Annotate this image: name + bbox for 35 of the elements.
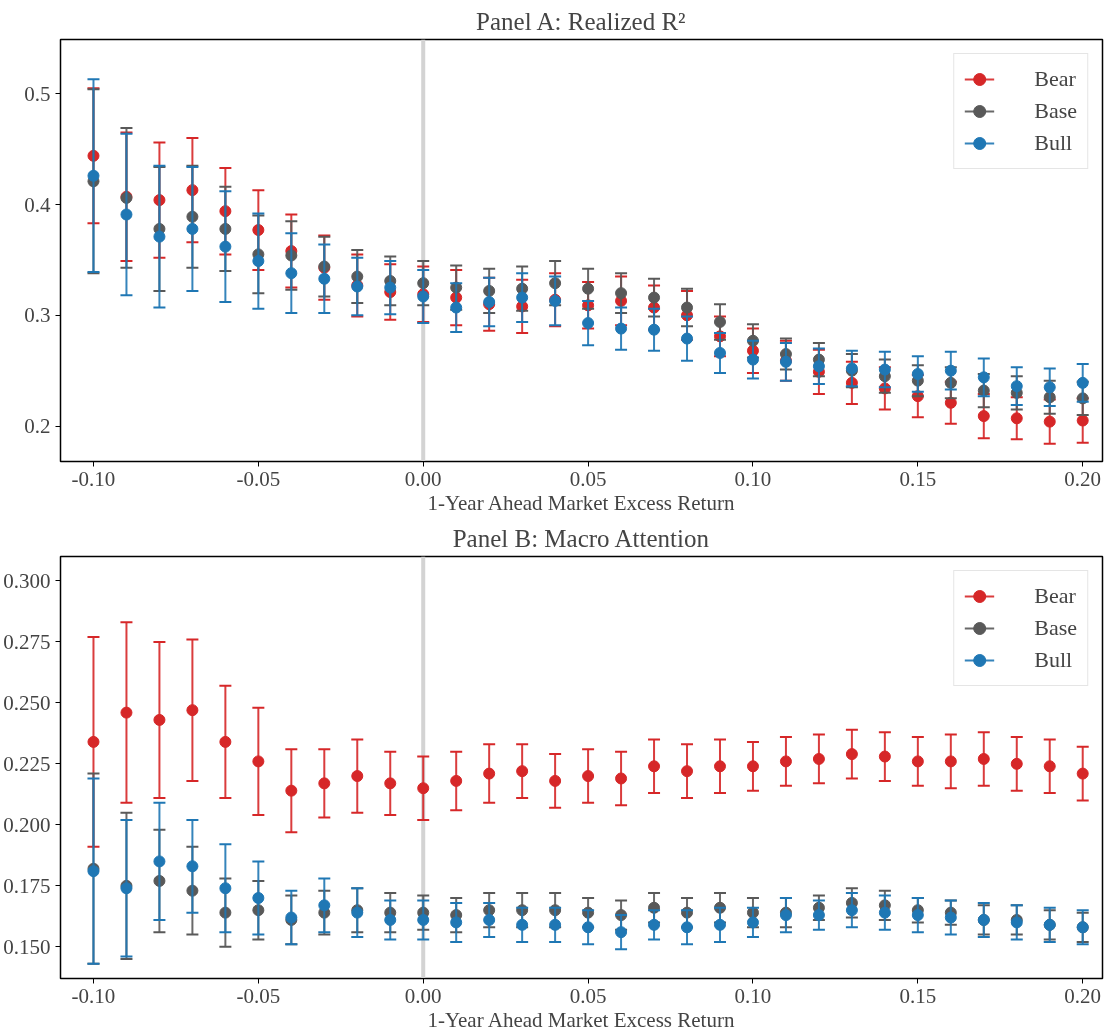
legend-label: Bear [1034,66,1076,92]
x-tick-label: 0.10 [734,466,772,491]
x-tick-label: -0.05 [236,983,281,1008]
legend-label: Base [1034,98,1077,124]
legend-label: Base [1034,615,1077,641]
x-tick-label: -0.10 [71,983,116,1008]
x-tick-label: -0.10 [71,466,116,491]
x-tick-label: 0.00 [404,466,442,491]
x-tick-label: 0.15 [899,983,937,1008]
y-tick-label: 0.300 [3,568,51,593]
y-tick-label: 0.250 [3,690,51,715]
legend-label: Bear [1034,583,1076,609]
chart-title: Panel A: Realized R² [476,7,686,35]
y-tick-label: 0.175 [3,873,51,898]
chart-title: Panel B: Macro Attention [452,524,710,552]
x-tick-label: 0.20 [1064,983,1102,1008]
x-axis-title: 1-Year Ahead Market Excess Return [427,490,735,515]
x-tick-label: 0.10 [734,983,772,1008]
y-tick-label: 0.4 [24,192,51,217]
y-tick-label: 0.200 [3,812,51,837]
legend-label: Bull [1034,647,1073,673]
y-tick-label: 0.225 [3,751,51,776]
y-tick-label: 0.5 [24,81,51,106]
y-tick-label: 0.275 [3,629,51,654]
y-tick-label: 0.3 [24,303,51,328]
x-tick-label: 0.05 [569,983,607,1008]
x-tick-label: 0.00 [404,983,442,1008]
x-axis-title: 1-Year Ahead Market Excess Return [427,1007,735,1032]
x-tick-label: 0.15 [899,466,937,491]
legend-label: Bull [1034,130,1073,156]
x-tick-label: 0.20 [1064,466,1102,491]
y-tick-label: 0.2 [24,414,51,439]
x-tick-label: 0.05 [569,466,607,491]
y-tick-label: 0.150 [3,934,51,959]
x-tick-label: -0.05 [236,466,281,491]
